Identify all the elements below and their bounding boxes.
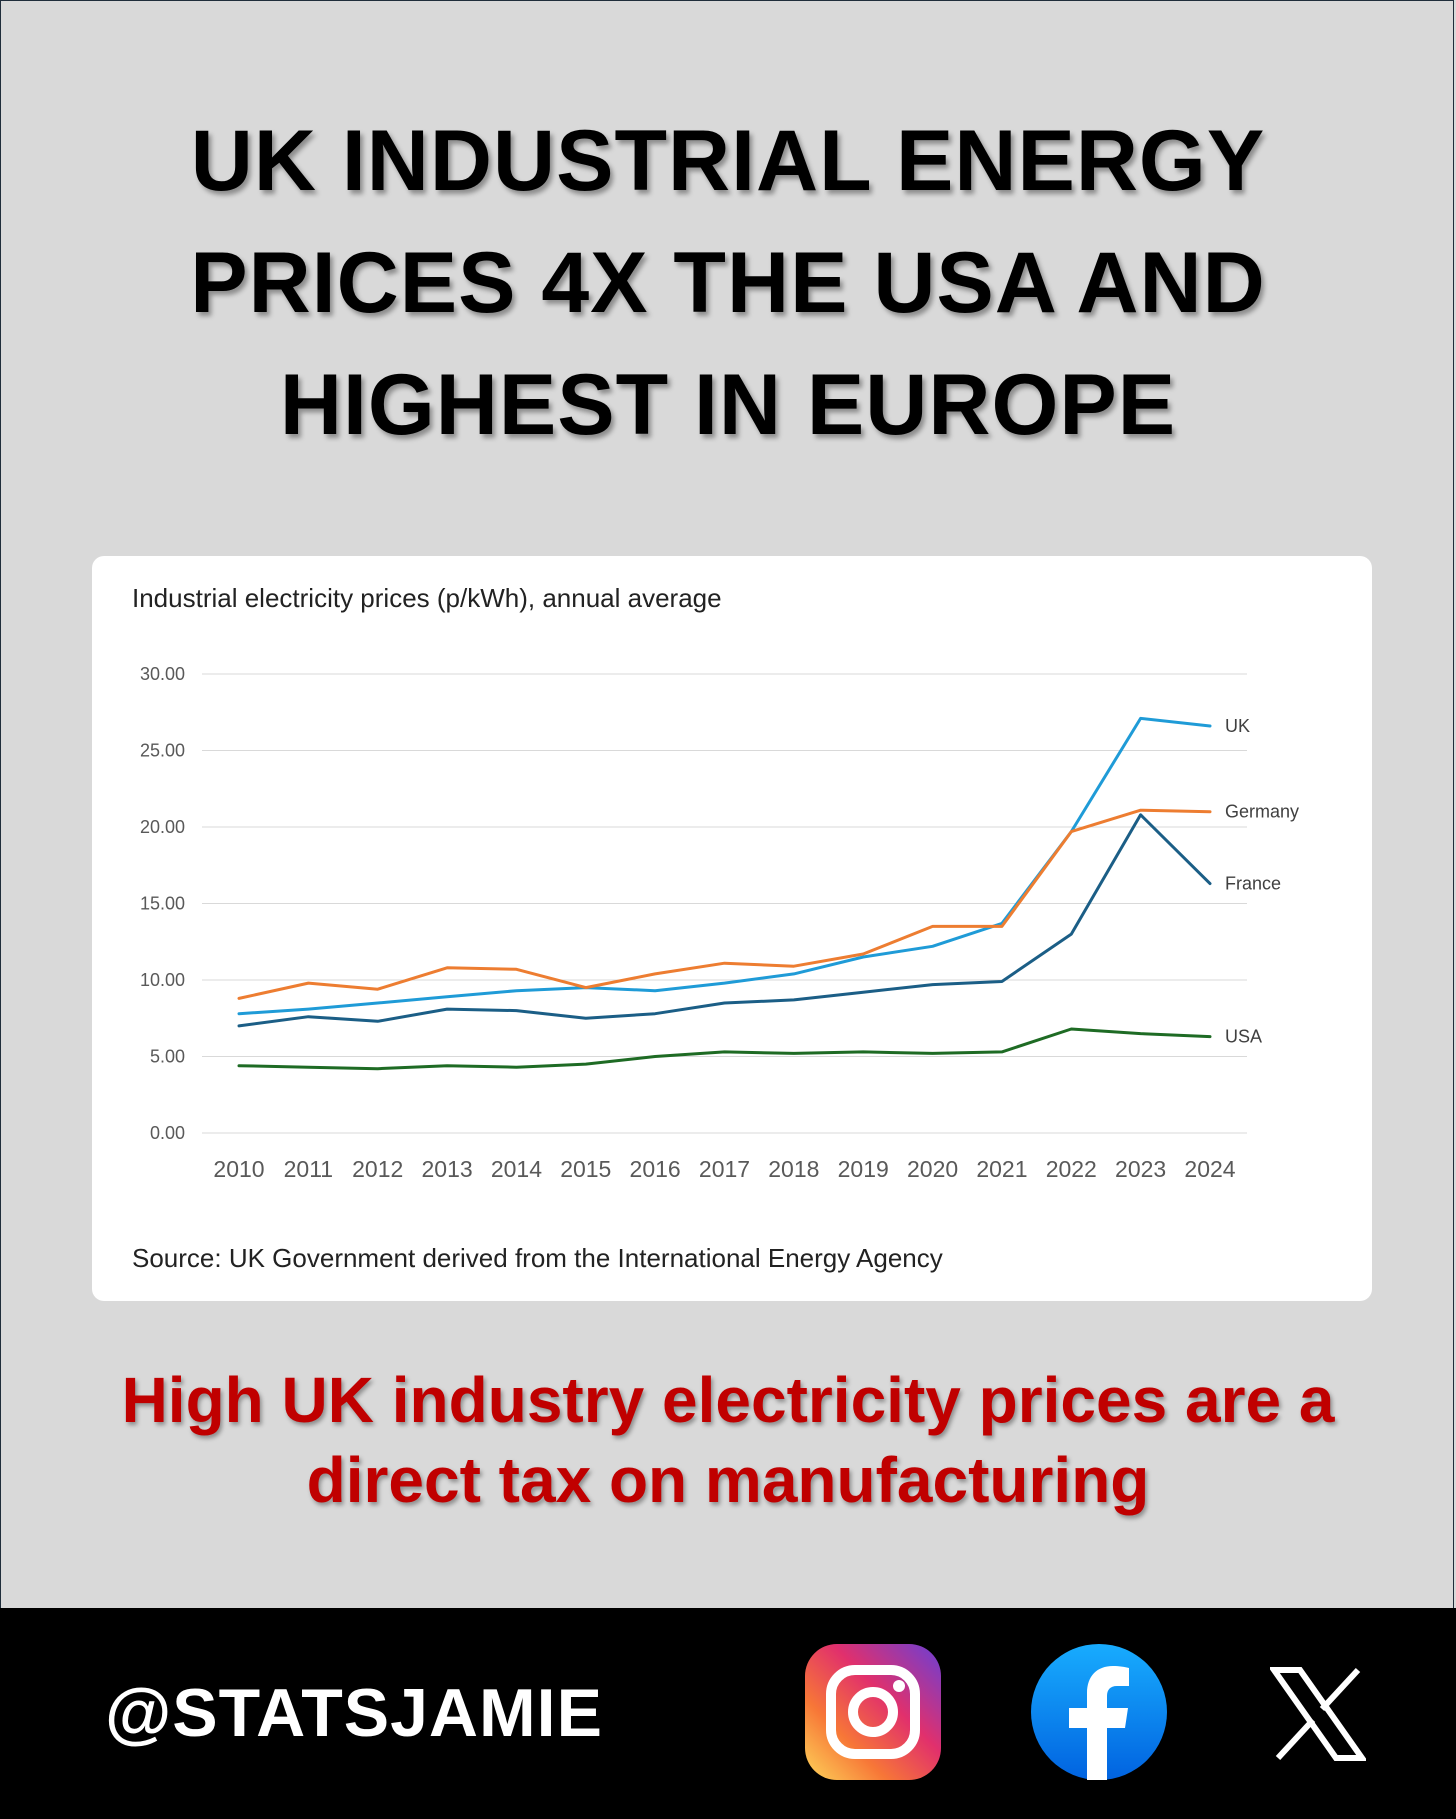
x-tick-label: 2016 bbox=[630, 1156, 681, 1182]
x-icon[interactable] bbox=[1270, 1666, 1366, 1762]
x-tick-label: 2019 bbox=[838, 1156, 889, 1182]
x-tick-label: 2024 bbox=[1184, 1156, 1235, 1182]
x-tick-label: 2012 bbox=[352, 1156, 403, 1182]
line-chart: Industrial electricity prices (p/kWh), a… bbox=[132, 583, 1299, 1273]
headline-line-1: UK INDUSTRIAL ENERGY bbox=[190, 113, 1266, 209]
series-line-usa bbox=[237, 1027, 1212, 1071]
series-label-usa: USA bbox=[1225, 1027, 1262, 1047]
x-tick-label: 2022 bbox=[1046, 1156, 1097, 1182]
x-tick-label: 2020 bbox=[907, 1156, 958, 1182]
headline: UK INDUSTRIAL ENERGY PRICES 4X THE USA A… bbox=[80, 100, 1376, 466]
tagline: High UK industry electricity prices are … bbox=[60, 1360, 1396, 1520]
instagram-icon[interactable] bbox=[805, 1644, 941, 1780]
x-tick-label: 2023 bbox=[1115, 1156, 1166, 1182]
x-tick-label: 2010 bbox=[213, 1156, 264, 1182]
y-tick-label: 30.00 bbox=[140, 664, 185, 684]
series-label-germany: Germany bbox=[1225, 802, 1299, 822]
series-label-france: France bbox=[1225, 874, 1281, 894]
chart-card: Industrial electricity prices (p/kWh), a… bbox=[92, 556, 1372, 1301]
y-tick-label: 10.00 bbox=[140, 970, 185, 990]
tagline-line-1: High UK industry electricity prices are … bbox=[121, 1364, 1335, 1436]
y-tick-label: 20.00 bbox=[140, 817, 185, 837]
series-line-germany bbox=[237, 808, 1212, 1000]
x-tick-label: 2015 bbox=[560, 1156, 611, 1182]
x-tick-label: 2013 bbox=[421, 1156, 472, 1182]
x-tick-label: 2011 bbox=[284, 1156, 333, 1182]
x-tick-label: 2017 bbox=[699, 1156, 750, 1182]
x-tick-label: 2014 bbox=[491, 1156, 542, 1182]
chart-title: Industrial electricity prices (p/kWh), a… bbox=[132, 583, 722, 613]
facebook-icon[interactable] bbox=[1031, 1644, 1167, 1780]
footer-bar: @STATSJAMIE bbox=[0, 1608, 1456, 1819]
y-tick-label: 15.00 bbox=[140, 894, 185, 914]
series-line-france bbox=[237, 813, 1212, 1028]
chart-source: Source: UK Government derived from the I… bbox=[132, 1243, 943, 1273]
headline-line-2: PRICES 4X THE USA AND bbox=[190, 235, 1266, 331]
tagline-line-2: direct tax on manufacturing bbox=[306, 1444, 1150, 1516]
y-tick-label: 5.00 bbox=[150, 1047, 185, 1067]
headline-line-3: HIGHEST IN EUROPE bbox=[279, 357, 1177, 453]
series-label-uk: UK bbox=[1225, 716, 1250, 736]
y-tick-label: 25.00 bbox=[140, 741, 185, 761]
series-line-uk bbox=[237, 716, 1212, 1016]
x-tick-label: 2021 bbox=[976, 1156, 1027, 1182]
x-tick-label: 2018 bbox=[768, 1156, 819, 1182]
social-handle[interactable]: @STATSJAMIE bbox=[105, 1675, 603, 1751]
y-tick-label: 0.00 bbox=[150, 1123, 185, 1143]
